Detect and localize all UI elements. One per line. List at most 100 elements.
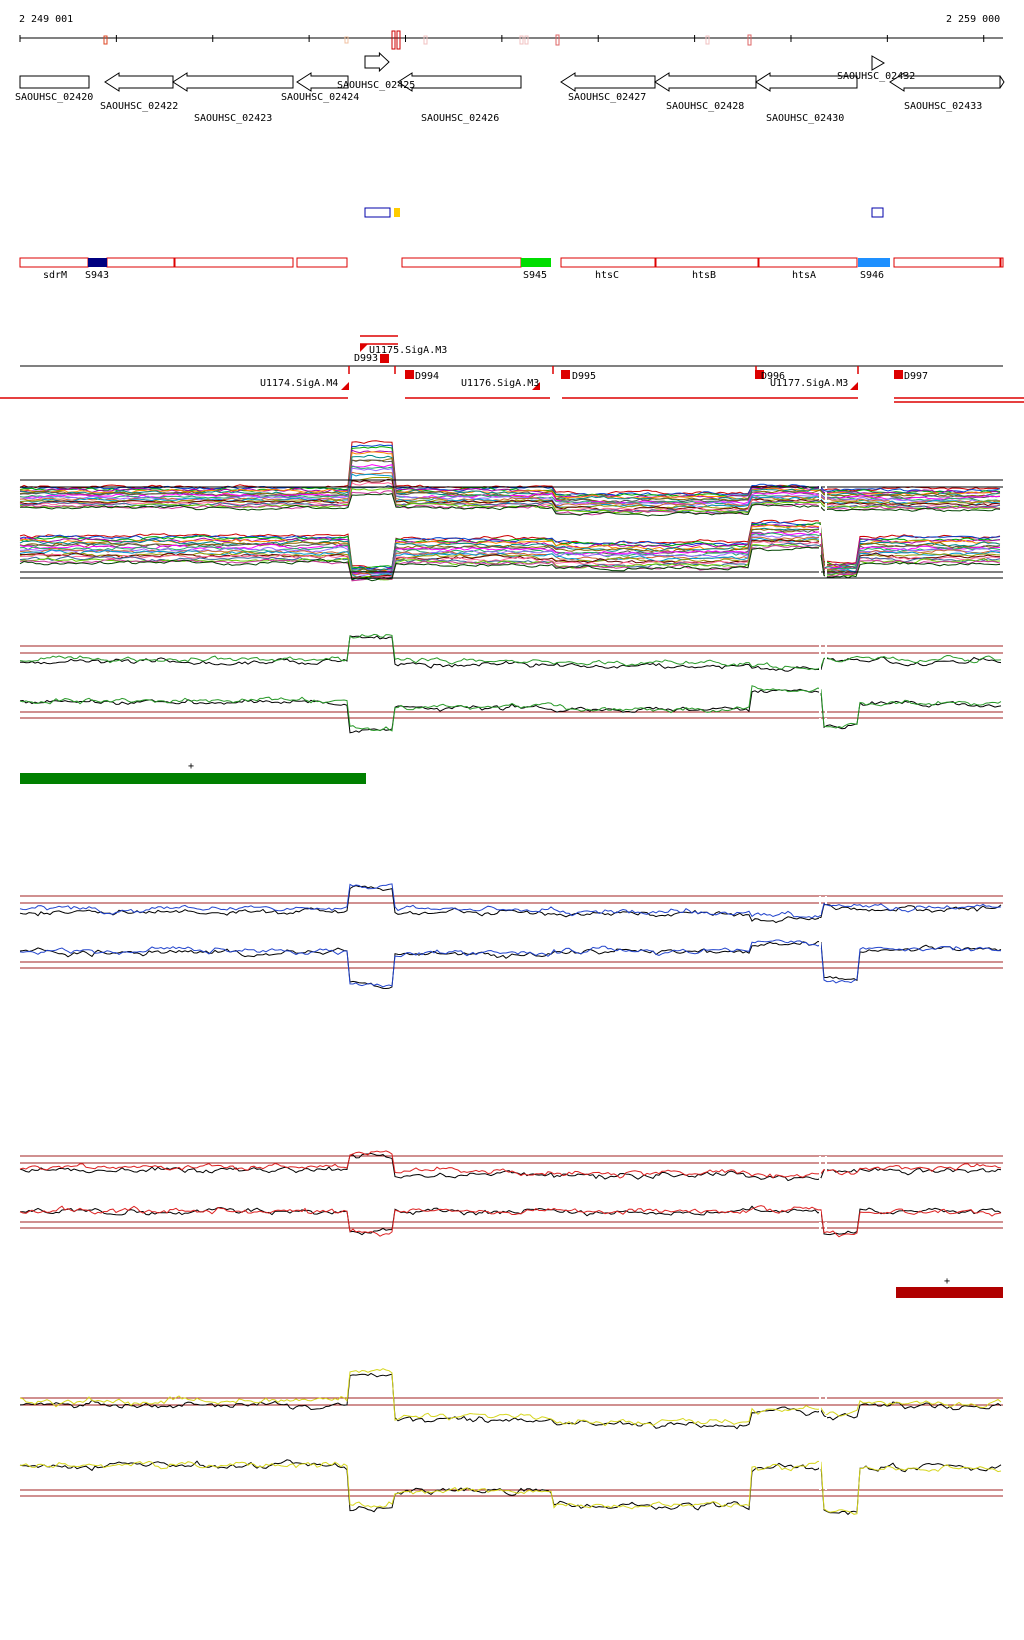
feature-box	[394, 208, 400, 217]
gene-label[interactable]: SAOUHSC_02426	[421, 113, 500, 124]
condition-bar-sign: +	[944, 1276, 951, 1287]
segment-box	[296, 257, 348, 268]
coord-end: 2 259 000	[946, 14, 1001, 25]
terminator-label[interactable]: D994	[415, 371, 440, 382]
terminator-block	[380, 354, 389, 363]
gene-label[interactable]: SAOUHSC_02430	[766, 113, 845, 124]
overview-series-top	[19, 454, 1001, 502]
ruler-feature-mark	[747, 34, 752, 46]
coord-start: 2 249 001	[19, 14, 74, 25]
promoter-flag	[850, 382, 858, 390]
gene-label[interactable]: SAOUHSC_02423	[194, 113, 273, 124]
overview-series-top	[19, 464, 1001, 505]
ruler-feature-mark	[555, 34, 560, 46]
condition-bar	[896, 1287, 1003, 1298]
terminator-block	[405, 370, 414, 379]
terminator-label[interactable]: D993	[354, 353, 379, 364]
promoter-flag	[532, 382, 540, 390]
terminator-label[interactable]: D995	[572, 371, 597, 382]
terminator-block	[755, 370, 764, 379]
segment-box	[893, 257, 1002, 268]
overview-series-top	[19, 465, 1001, 507]
segment-label[interactable]: S946	[860, 270, 885, 281]
promoter-flag	[341, 382, 349, 390]
overview-series-top	[19, 451, 1001, 500]
segment-highlight	[88, 258, 107, 267]
ruler-feature-mark	[705, 35, 710, 45]
gene-arrow	[755, 72, 858, 92]
ruler-feature-mark	[524, 35, 529, 45]
ruler-feature-mark	[396, 30, 401, 50]
gene-label[interactable]: SAOUHSC_02433	[904, 101, 983, 112]
segment-label[interactable]: htsA	[792, 270, 817, 281]
gene-arrow	[172, 72, 294, 92]
segment-box	[174, 257, 294, 268]
promoter-flag	[360, 344, 368, 352]
green-track-black	[19, 635, 1002, 672]
yellow-track-colored	[19, 1460, 1002, 1515]
ruler-feature-mark	[391, 30, 396, 50]
blue-track-colored	[19, 939, 1002, 988]
red-track-colored	[19, 1150, 1002, 1179]
gene-arrow	[889, 72, 1001, 92]
promoter-label[interactable]: U1176.SigA.M3	[461, 378, 540, 389]
terminator-label[interactable]: D997	[904, 371, 929, 382]
terminator-block	[561, 370, 570, 379]
segment-label[interactable]: htsB	[692, 270, 717, 281]
feature-box	[871, 207, 884, 218]
gene-label[interactable]: SAOUHSC_02427	[568, 92, 647, 103]
gene-arrow	[296, 72, 349, 92]
overview-series-top	[20, 493, 1001, 517]
segment-label[interactable]: S945	[523, 270, 548, 281]
overview-series-bottom	[19, 519, 1001, 571]
condition-bar	[20, 773, 366, 784]
segment-label[interactable]: sdrM	[43, 270, 68, 281]
overview-series-top	[19, 473, 1001, 509]
green-track-black	[19, 688, 1002, 734]
ruler-feature-mark	[344, 36, 349, 44]
yellow-track-black	[19, 1459, 1002, 1516]
gene-arrow	[560, 72, 656, 92]
red-track-black	[20, 1205, 1002, 1236]
overview-series-bottom	[19, 524, 1001, 572]
segment-box	[401, 257, 522, 268]
segment-box	[655, 257, 759, 268]
condition-bar-sign: +	[188, 761, 195, 772]
feature-box	[364, 207, 391, 218]
blue-track-black	[19, 940, 1002, 990]
green-track-colored	[19, 685, 1002, 732]
gene-label[interactable]: SAOUHSC_02420	[15, 92, 94, 103]
gene-label[interactable]: SAOUHSC_02432	[837, 71, 916, 82]
segment-box	[560, 257, 656, 268]
gene-arrow	[19, 75, 90, 89]
segment-box	[106, 257, 175, 268]
ruler-feature-mark	[519, 35, 524, 45]
blue-track-colored	[19, 883, 1002, 919]
ruler-feature-mark	[103, 35, 108, 45]
gene-label[interactable]: SAOUHSC_02425	[337, 80, 416, 91]
promoter-label[interactable]: U1174.SigA.M4	[260, 378, 339, 389]
overview-series-bottom	[19, 531, 1001, 575]
gene-label[interactable]: SAOUHSC_02422	[100, 101, 179, 112]
promoter-label[interactable]: U1175.SigA.M3	[369, 345, 448, 356]
gene-arrow	[871, 55, 885, 71]
terminator-label[interactable]: D996	[761, 371, 786, 382]
segment-label[interactable]: S943	[85, 270, 110, 281]
yellow-track-black	[19, 1372, 1002, 1430]
segment-label[interactable]: htsC	[595, 270, 620, 281]
promoter-label[interactable]: U1177.SigA.M3	[770, 378, 849, 389]
gene-arrow	[397, 72, 522, 92]
gene-arrow	[654, 72, 757, 92]
gene-arrow-end	[999, 75, 1005, 89]
segment-box	[999, 257, 1004, 268]
segment-box	[758, 257, 858, 268]
segment-highlight	[521, 258, 551, 267]
red-track-colored	[19, 1205, 1002, 1238]
green-track-colored	[19, 633, 1002, 671]
segment-highlight	[858, 258, 890, 267]
segment-box	[19, 257, 89, 268]
gene-arrow	[104, 72, 174, 92]
gene-label[interactable]: SAOUHSC_02424	[281, 92, 360, 103]
gene-label[interactable]: SAOUHSC_02428	[666, 101, 745, 112]
